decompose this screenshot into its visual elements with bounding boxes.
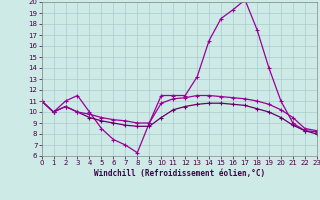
X-axis label: Windchill (Refroidissement éolien,°C): Windchill (Refroidissement éolien,°C) [94, 169, 265, 178]
